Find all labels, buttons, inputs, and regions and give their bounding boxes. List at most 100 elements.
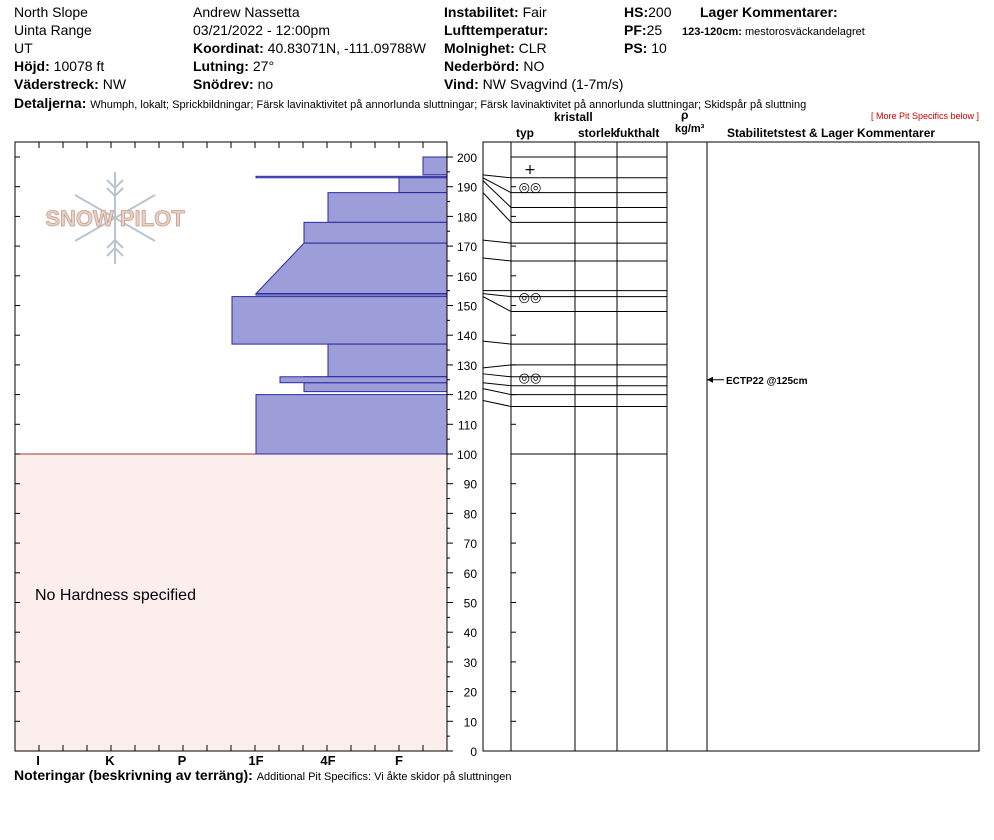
hardness-tick-label: K: [105, 753, 115, 768]
grain-symbol: ◎◎: [519, 181, 542, 196]
aspect-row: Väderstreck: NW: [14, 76, 126, 92]
aspect-label: Väderstreck:: [14, 76, 99, 92]
precip-value: NO: [523, 58, 545, 74]
notes-label: Noteringar (beskrivning av terräng):: [14, 767, 253, 783]
precip-label: Nederbörd:: [444, 58, 520, 74]
observer: Andrew Nassetta: [193, 4, 300, 20]
hardness-bar: [422, 156, 448, 176]
wind-value: NW Svagvind (1-7m/s): [482, 76, 624, 92]
hardness-tick-label: I: [36, 753, 40, 768]
layer-comments-label: Lager Kommentarer:: [700, 4, 838, 20]
depth-tick-label: 10: [464, 715, 478, 729]
elevation-row: Höjd: 10078 ft: [14, 58, 104, 74]
hardness-tick-label: F: [395, 753, 403, 768]
pf-row: PF:25: [624, 22, 662, 38]
col-kristall: kristall: [554, 110, 593, 124]
layer-connector-line: [482, 174, 512, 179]
depth-tick-label: 0: [470, 745, 477, 759]
more-specifics-link[interactable]: [ More Pit Specifics below ]: [871, 111, 980, 121]
elevation-value: 10078 ft: [53, 58, 105, 74]
stability-value: Fair: [522, 4, 547, 20]
hardness-bar: [398, 177, 448, 194]
hardness-bar: [255, 394, 448, 455]
hardness-tick-label: 1F: [248, 753, 263, 768]
hardness-bar: [231, 296, 448, 345]
ps-label: PS:: [624, 40, 648, 56]
coord-label: Koordinat:: [193, 40, 264, 56]
coord-row: Koordinat: 40.83071N, -111.09788W: [193, 40, 426, 56]
range: Uinta Range: [14, 22, 92, 38]
depth-tick-label: 120: [457, 389, 477, 403]
layer-connector-line: [482, 400, 512, 407]
depth-tick-label: 140: [457, 329, 477, 343]
location: North Slope: [14, 4, 88, 20]
sky-label: Molnighet:: [444, 40, 515, 56]
hs-row: HS:200: [624, 4, 671, 20]
snowpilot-logo: SNOW PILOT: [45, 172, 186, 264]
ps-value: 10: [651, 40, 667, 56]
depth-tick-label: 50: [464, 597, 478, 611]
airtemp-row: Lufttemperatur:: [444, 22, 548, 38]
crystal-table-frame: [482, 141, 980, 752]
pf-value: 25: [646, 22, 663, 38]
depth-tick-label: 160: [457, 270, 477, 284]
depth-tick-label: 130: [457, 359, 477, 373]
notes-row: Noteringar (beskrivning av terräng): Add…: [14, 767, 512, 785]
slope-label: Lutning:: [193, 58, 249, 74]
hardness-tick-label: P: [178, 753, 187, 768]
pf-label: PF:: [624, 22, 647, 38]
hardness-tick-label: 4F: [320, 753, 335, 768]
col-typ: typ: [516, 126, 534, 140]
details-row: Detaljerna: Whumph, lokalt; Sprickbildni…: [14, 95, 806, 113]
layer-connector-line: [482, 192, 512, 223]
col-density-unit: kg/m³: [675, 123, 705, 135]
stability-row: Instabilitet: Fair: [444, 4, 547, 20]
no-hardness-label: No Hardness specified: [35, 587, 196, 604]
state: UT: [14, 40, 33, 56]
col-rho: ρ: [681, 108, 689, 122]
layer-connector-line: [482, 373, 512, 378]
hardness-bar: [254, 242, 448, 295]
logo-text: SNOW PILOT: [45, 206, 185, 231]
col-fukthalt: fukthalt: [616, 126, 660, 140]
depth-tick-label: 90: [464, 478, 478, 492]
wind-label: Vind:: [444, 76, 479, 92]
depth-tick-label: 80: [464, 507, 478, 521]
drift-label: Snödrev:: [193, 76, 254, 92]
layer-connector-line: [482, 382, 512, 387]
coord-value: 40.83071N, -111.09788W: [267, 40, 426, 56]
depth-tick-label: 180: [457, 210, 477, 224]
notes-text: Additional Pit Specifics: Vi åkte skidor…: [256, 771, 512, 783]
grain-symbol: ◎◎: [519, 371, 542, 386]
layer-connector-line: [482, 296, 512, 312]
elevation-label: Höjd:: [14, 58, 50, 74]
depth-tick-label: 170: [457, 240, 477, 254]
datetime: 03/21/2022 - 12:00pm: [193, 22, 330, 38]
sky-value: CLR: [518, 40, 547, 56]
hardness-bar: [279, 376, 448, 384]
layer-connector-line: [482, 340, 512, 345]
grain-symbol: ◎◎: [519, 291, 542, 306]
hardness-bar: [255, 293, 448, 296]
depth-tick-label: 150: [457, 300, 477, 314]
stability-test-arrowhead: [707, 376, 713, 383]
depth-tick-label: 60: [464, 567, 478, 581]
layer-comment-text: mestorosväckandelagret: [745, 26, 865, 38]
airtemp-label: Lufttemperatur:: [444, 22, 549, 38]
details-label: Detaljerna:: [14, 95, 87, 111]
hardness-bar: [303, 221, 448, 244]
hs-value: 200: [648, 4, 672, 20]
hardness-bar: [327, 192, 448, 223]
layer-connector-line: [482, 239, 512, 244]
slope-value: 27°: [252, 58, 275, 74]
no-hardness-region: [15, 454, 447, 751]
depth-tick-label: 70: [464, 537, 478, 551]
sky-row: Molnighet: CLR: [444, 40, 547, 56]
hardness-bar: [327, 343, 448, 378]
details-text: Whumph, lokalt; Sprickbildningar; Färsk …: [90, 99, 807, 111]
wind-row: Vind: NW Svagvind (1-7m/s): [444, 76, 623, 92]
drift-row: Snödrev: no: [193, 76, 273, 92]
depth-tick-label: 100: [457, 448, 477, 462]
depth-tick-label: 40: [464, 626, 478, 640]
